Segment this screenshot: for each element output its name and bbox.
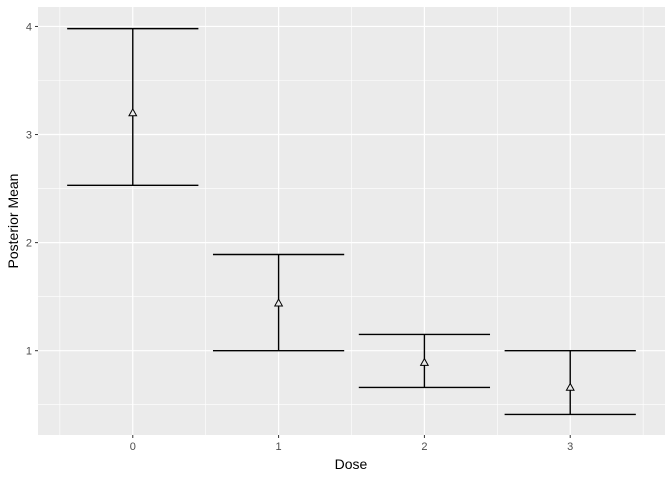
mean-point [273,298,284,307]
y-tick-label: 2 [26,238,32,250]
x-axis: 0 1 2 3 [130,435,573,453]
x-tick-label: 2 [421,441,427,453]
y-axis: 1 2 3 4 [26,21,38,358]
mean-point [128,107,138,117]
x-axis-title: Dose [335,456,368,472]
x-tick-label: 0 [130,441,136,453]
mean-point [565,382,575,391]
x-tick-label: 1 [276,441,282,453]
y-tick-label: 3 [26,130,32,142]
y-tick-label: 1 [26,346,32,358]
x-tick-label: 3 [567,441,573,453]
errorbars [67,27,636,416]
y-axis-title: Posterior Mean [5,174,21,269]
mean-point [419,357,430,366]
y-tick-label: 4 [26,21,32,33]
